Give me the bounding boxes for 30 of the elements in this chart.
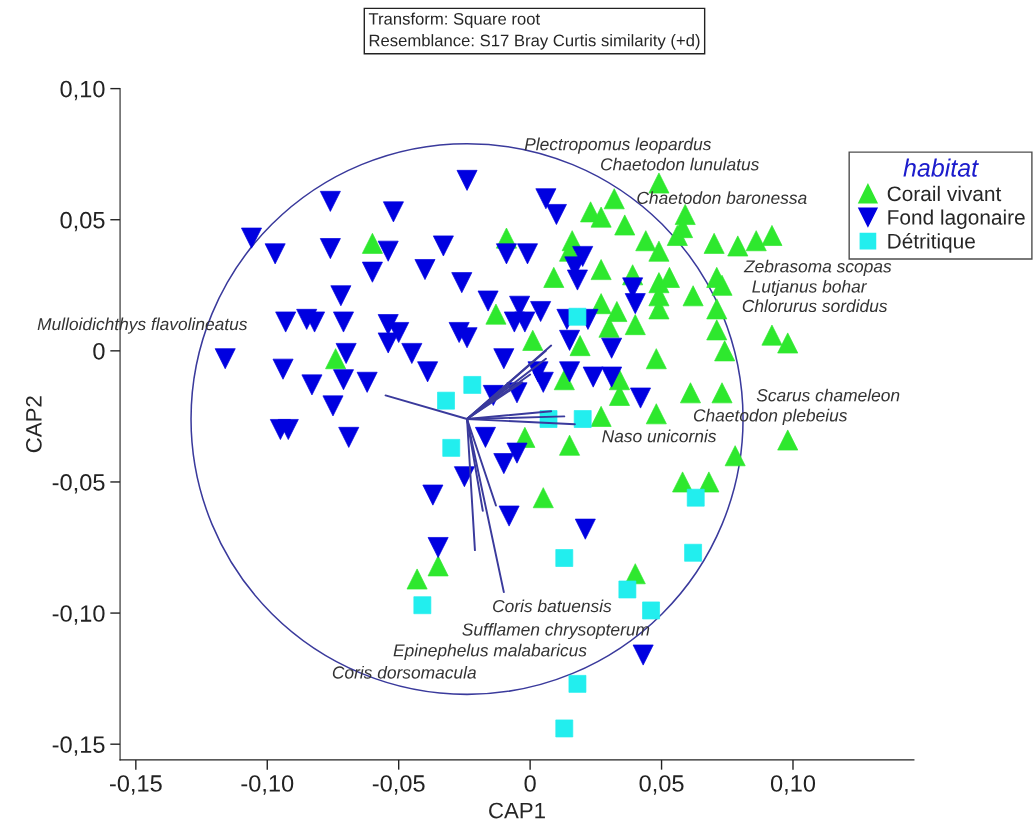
y-tick-label: 0,05 (60, 211, 105, 232)
y-axis-title: CAP2 (25, 396, 42, 453)
legend-label: Corail vivant (887, 185, 1002, 202)
annotation: Epinephelus malabaricus (393, 643, 587, 660)
annotation: Chaetodon lunulatus (601, 157, 760, 171)
y-tick-label: -0,10 (52, 605, 105, 625)
x-tick-label: -0,10 (241, 775, 294, 795)
annotation: Plectropomus leopardus (524, 137, 712, 154)
x-tick-label: -0,15 (109, 775, 162, 795)
y-tick-label: -0,15 (52, 736, 105, 756)
annotation: Chaetodon baronessa (637, 191, 807, 205)
legend-label: Détritique (888, 233, 975, 253)
x-tick-label: 0,10 (770, 775, 816, 795)
x-tick-label: 0 (524, 775, 536, 792)
annotation: Zebrasoma scopas (743, 259, 892, 276)
x-tick-label: -0,05 (372, 775, 425, 795)
text: Transform: Square root (368, 12, 540, 29)
y-tick-label: 0,10 (60, 80, 105, 101)
annotation: Scarus chameleon (756, 388, 900, 402)
annotation: Coris batuensis (493, 599, 612, 613)
annotation: Chlorurus sordidus (742, 299, 888, 313)
legend-title: habitat (903, 158, 979, 177)
x-tick-label: 0,05 (639, 775, 684, 795)
text: Resemblance: S17 Bray Curtis similarity (+d) (369, 34, 700, 50)
annotation: Lutjanus bohar (752, 279, 868, 297)
y-tick-label: -0,05 (52, 474, 105, 494)
legend-label: Fond lagonaire (888, 209, 1025, 229)
x-axis-title: CAP1 (489, 802, 545, 819)
y-tick-label: 0 (93, 342, 105, 360)
annotation: Naso unicornis (602, 429, 717, 443)
